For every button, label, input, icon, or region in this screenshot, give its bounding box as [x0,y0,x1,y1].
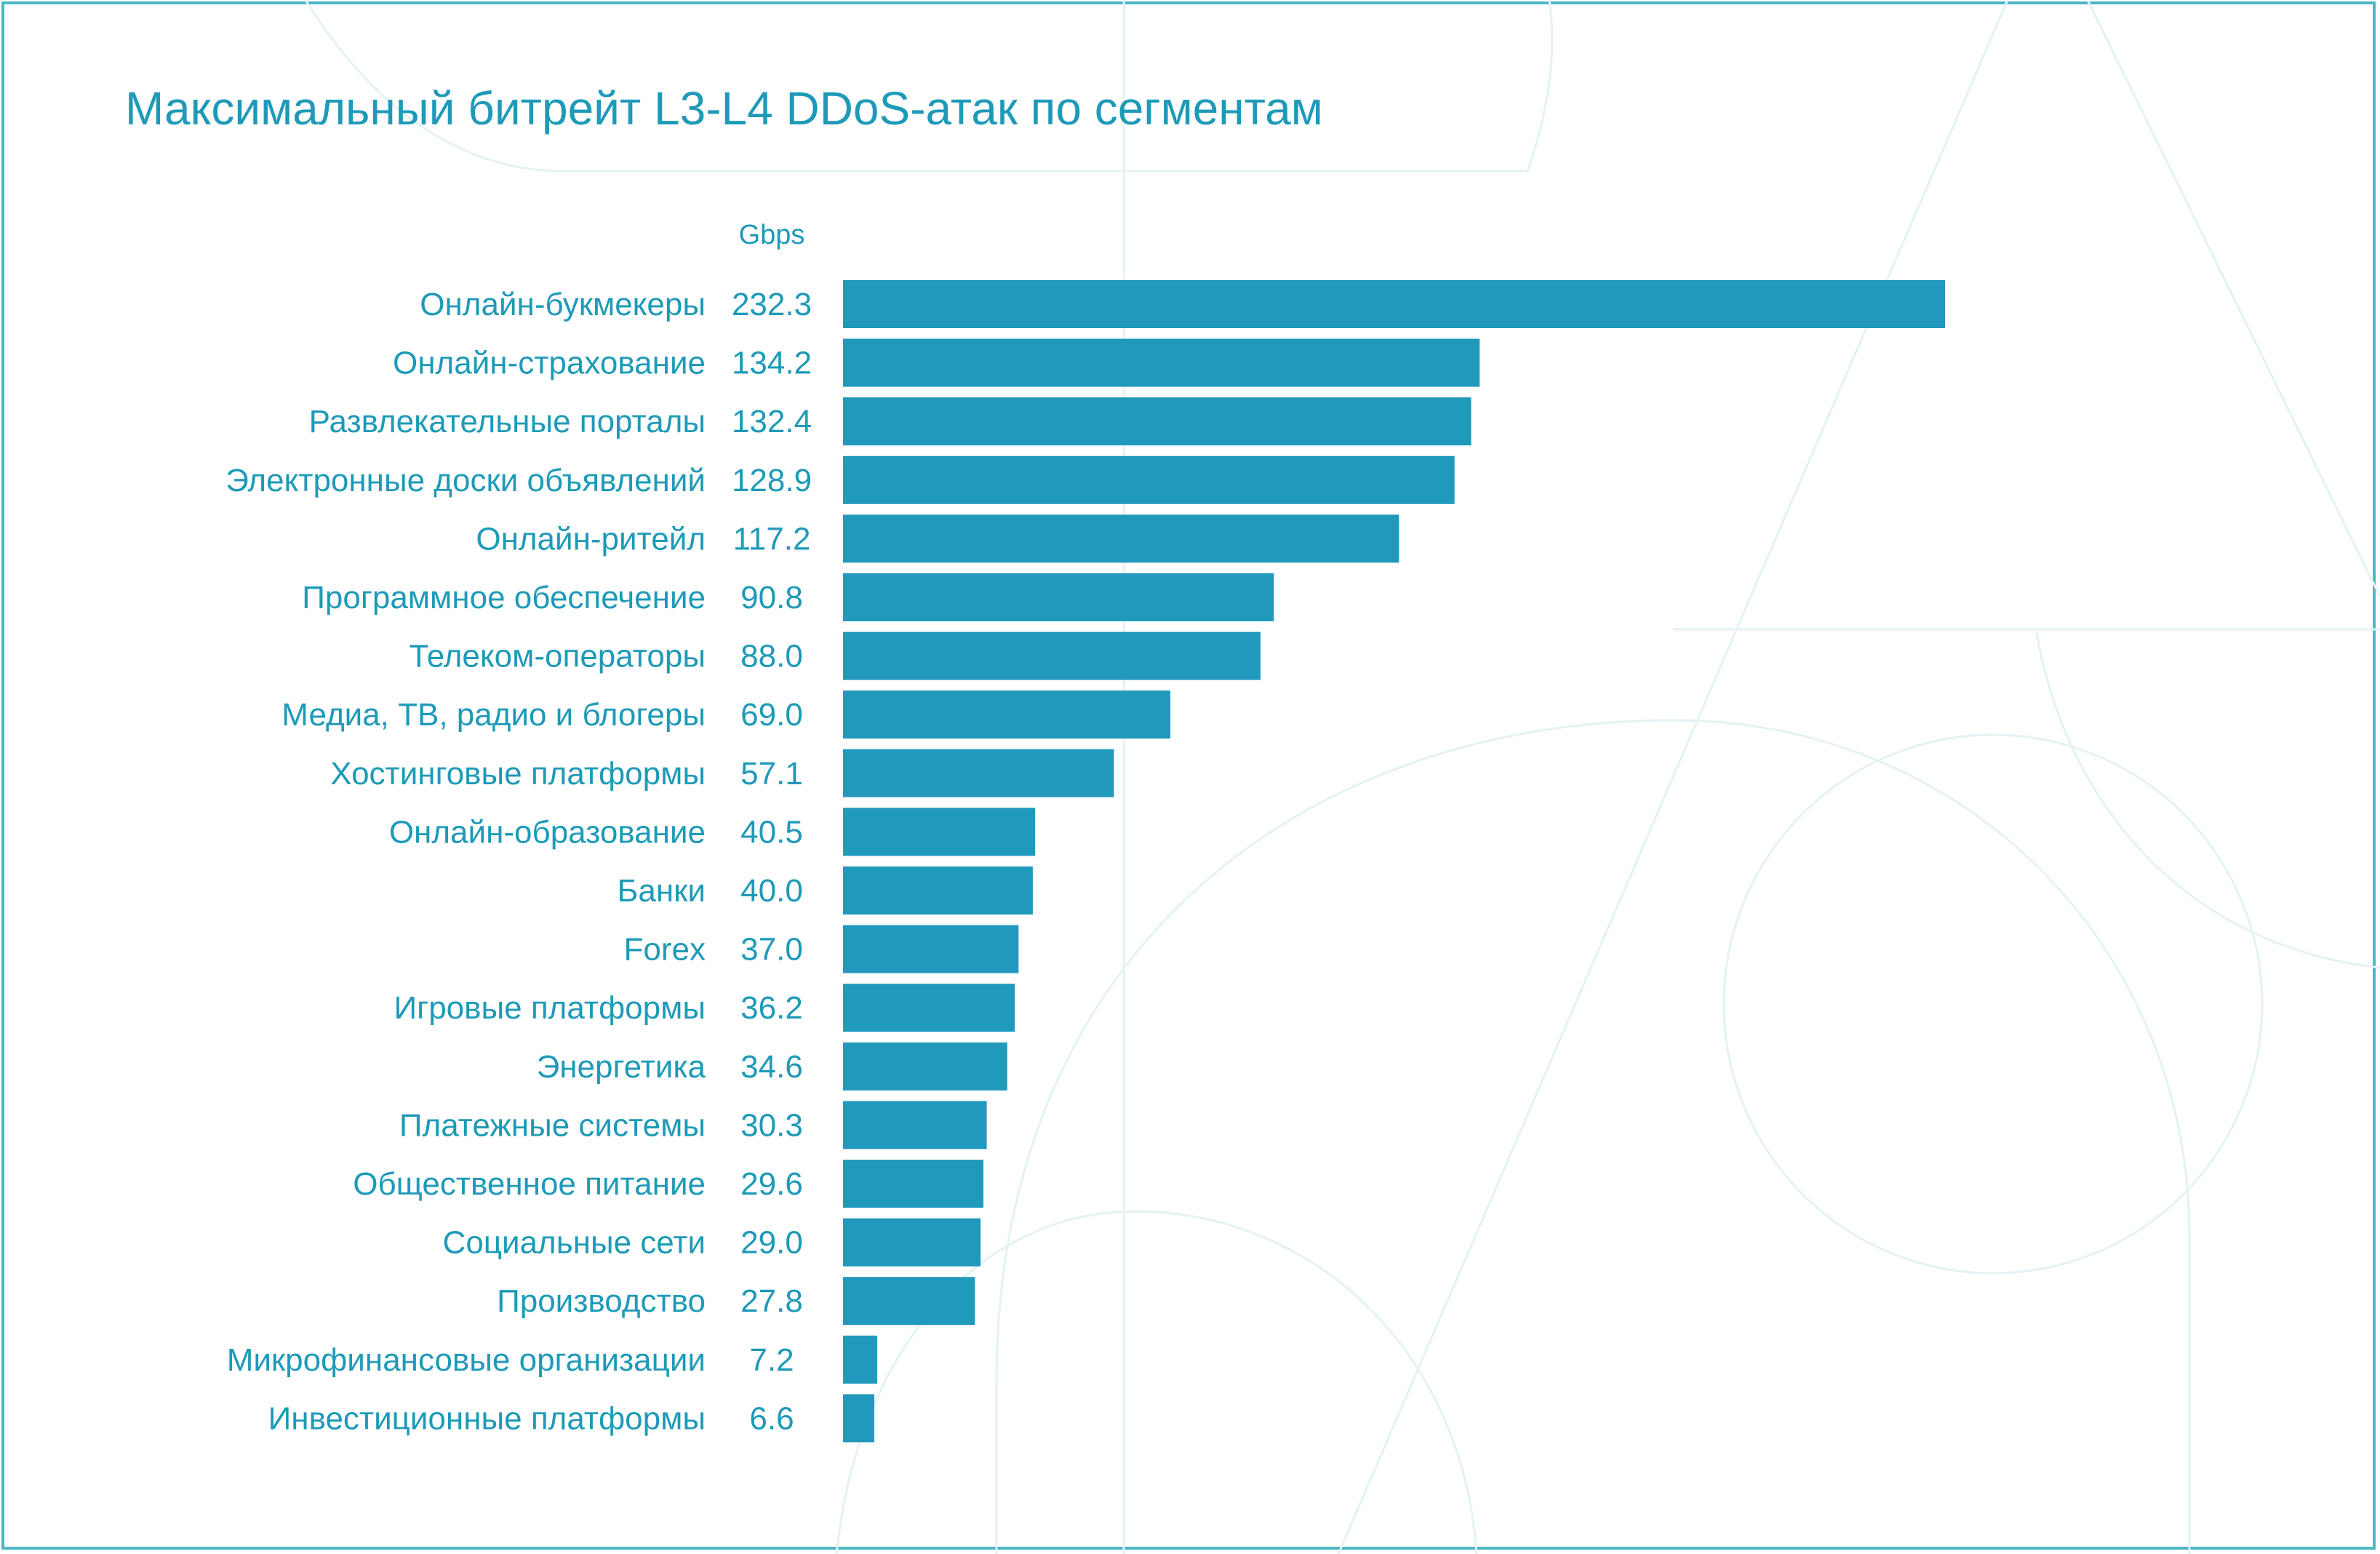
bar [843,866,1033,915]
category-label: Игровые платформы [394,990,706,1026]
bar-row: Онлайн-страхование 134.2 [393,338,1480,387]
bar-row: Производство 27.8 [497,1277,975,1326]
bar-row: Банки 40.0 [618,866,1033,915]
category-label: Онлайн-ритейл [476,521,706,557]
category-label: Общественное питание [353,1166,706,1202]
category-label: Энергетика [537,1049,706,1085]
bar-row: Хостинговые платформы 57.1 [330,749,1114,797]
decor-circle [1722,733,2264,1275]
bar [843,397,1471,446]
bar [843,573,1274,621]
category-label: Медиа, ТВ, радио и блогеры [281,697,706,733]
bar-row: Электронные доски объявлений 128.9 [225,455,1455,504]
bar-row: Онлайн-ритейл 117.2 [476,514,1399,563]
bar [843,984,1015,1032]
value-label: 29.0 [740,1225,803,1261]
decor-arc-top [304,0,1554,172]
bar [843,749,1114,797]
bar-row: Forex 37.0 [624,925,1019,973]
bar-row: Инвестиционные платформы 6.6 [268,1394,874,1443]
bar [843,925,1019,973]
category-label: Онлайн-страхование [393,346,706,381]
category-label: Развлекательные порталы [309,404,706,439]
bar [843,690,1170,739]
value-label: 34.6 [740,1049,803,1085]
bar [843,1218,981,1267]
bar-row: Телеком-операторы 88.0 [409,631,1261,680]
value-label: 69.0 [740,697,803,733]
bar-row: Онлайн-букмекеры 232.3 [420,280,1945,328]
value-label: 40.5 [740,814,803,850]
value-label: 30.3 [740,1107,803,1143]
value-label: 88.0 [740,639,803,674]
category-label: Forex [624,932,706,968]
category-label: Платежные системы [399,1107,706,1143]
category-label: Микрофинансовые организации [227,1342,706,1378]
value-label: 27.8 [740,1283,803,1319]
bar [843,631,1261,680]
bar-row: Медиа, ТВ, радио и блогеры 69.0 [281,690,1170,739]
bar-row: Платежные системы 30.3 [399,1101,987,1149]
decor-diagonal-line-right [2086,0,2380,597]
bar [843,1335,877,1384]
bar [843,280,1945,328]
category-label: Хостинговые платформы [330,756,706,792]
bar-row: Энергетика 34.6 [537,1042,1007,1091]
decor-arch-large [995,719,2191,1554]
chart-title: Максимальный битрейт L3-L4 DDoS-атак по … [125,82,1323,135]
bar [843,455,1455,504]
category-label: Социальные сети [443,1225,706,1261]
decor-corner-arc [2035,632,2380,969]
bar-row: Игровые платформы 36.2 [394,984,1015,1032]
category-label: Банки [618,873,706,909]
category-label: Инвестиционные платформы [268,1400,706,1436]
bar-row: Развлекательные порталы 132.4 [309,397,1471,446]
decor-arch-small [835,1210,1478,1554]
value-label: 232.3 [732,287,812,322]
value-label: 40.0 [740,873,803,909]
value-label: 128.9 [732,463,812,498]
bar [843,1101,987,1149]
category-label: Онлайн-образование [389,814,706,850]
value-label: 7.2 [749,1342,794,1378]
value-label: 6.6 [749,1400,794,1436]
bar [843,808,1036,856]
bar [843,514,1399,563]
bar [843,1277,975,1326]
category-label: Онлайн-букмекеры [420,287,706,322]
bar [843,1394,874,1443]
bar-row: Микрофинансовые организации 7.2 [227,1335,877,1384]
bar [843,338,1480,387]
bar-row: Программное обеспечение 90.8 [302,573,1274,621]
value-label: 57.1 [740,756,803,792]
bar-row: Социальные сети 29.0 [443,1218,981,1267]
category-label: Производство [497,1283,706,1319]
bar [843,1160,983,1208]
category-label: Электронные доски объявлений [225,463,706,498]
value-label: 117.2 [733,521,811,557]
value-label: 37.0 [740,932,803,968]
value-label: 134.2 [732,346,812,381]
bar-row: Общественное питание 29.6 [353,1160,983,1208]
bar [843,1042,1007,1091]
value-label: 90.8 [740,580,803,615]
value-label: 36.2 [740,990,803,1026]
value-label: 29.6 [740,1166,803,1202]
category-label: Телеком-операторы [409,639,706,674]
decor-diagonal-line-left [1337,0,2009,1554]
category-label: Программное обеспечение [302,580,706,615]
unit-label: Gbps [739,220,805,250]
bar-row: Онлайн-образование 40.5 [389,808,1036,856]
value-label: 132.4 [732,404,812,439]
